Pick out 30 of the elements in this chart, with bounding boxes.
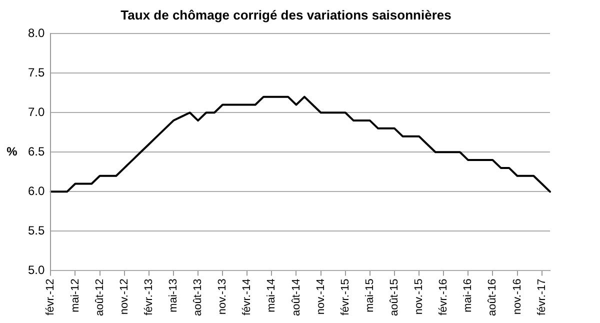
x-tick-label: août-13 (192, 278, 204, 316)
x-tick-label: févr.-16 (438, 278, 450, 316)
x-tick-label: févr.-15 (339, 278, 352, 316)
y-tick-label: 8.0 (28, 26, 45, 40)
x-tick-label: mai-16 (462, 278, 474, 312)
x-tick-label: nov.-14 (314, 278, 327, 315)
x-tick-label: févr.-17 (536, 278, 548, 316)
x-tick-label: mai-13 (167, 278, 180, 312)
y-tick-label: 6.0 (28, 184, 45, 198)
x-tick-label: août-16 (486, 278, 499, 316)
x-tick-label: mai-12 (69, 278, 82, 312)
y-tick-label: 7.5 (28, 65, 45, 80)
x-tick-label: nov.-12 (118, 278, 130, 315)
x-tick-label: août-15 (388, 278, 401, 316)
chart-title: Taux de chômage corrigé des variations saisonnières (120, 7, 452, 22)
x-tick-label: mai-15 (364, 278, 376, 312)
x-tick-label: nov.-16 (511, 278, 524, 315)
y-axis-title: % (6, 144, 18, 158)
y-tick-label: 5.0 (28, 263, 45, 278)
y-tick-label: 6.5 (28, 144, 45, 158)
x-tick-label: févr.-14 (241, 278, 254, 316)
x-tick-label: mai-14 (266, 278, 278, 312)
y-tick-label: 7.0 (28, 104, 45, 119)
x-tick-label: févr.-13 (142, 278, 155, 316)
x-tick-label: nov.-13 (216, 278, 229, 315)
x-tick-label: août-12 (94, 278, 106, 316)
x-tick-label: févr.-12 (44, 278, 57, 316)
x-tick-label: août-14 (290, 278, 302, 316)
x-tick-label: nov.-15 (413, 278, 426, 315)
y-tick-label: 5.5 (28, 223, 45, 238)
